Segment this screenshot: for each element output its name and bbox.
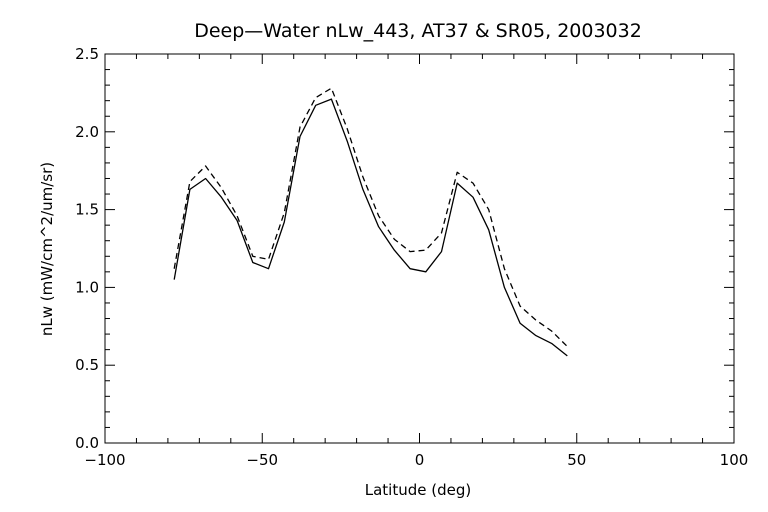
series-layer — [173, 87, 568, 357]
y-tick-label: 1.5 — [75, 201, 99, 219]
chart-title: Deep—Water nLw_443, AT37 & SR05, 2003032 — [194, 20, 642, 42]
y-tick-label: 0.0 — [75, 434, 99, 452]
x-tick-label: 0 — [415, 451, 425, 469]
y-tick-label: 2.5 — [75, 45, 99, 63]
y-tick-label: 0.5 — [75, 356, 99, 374]
y-tick-label: 1.0 — [75, 278, 99, 296]
x-axis-tick-labels: −100 −50 0 50 100 — [84, 451, 748, 469]
y-axis-ticks — [105, 53, 734, 444]
plot-frame — [104, 53, 735, 444]
series-line-solid — [173, 98, 568, 357]
x-tick-label: 50 — [567, 451, 586, 469]
y-axis-tick-labels: 0.0 0.5 1.0 1.5 2.0 2.5 — [75, 45, 99, 452]
series-line-dashed — [173, 87, 568, 347]
y-axis-label: nLw (mW/cm^2/um/sr) — [38, 162, 56, 336]
x-tick-label: −100 — [84, 451, 125, 469]
x-tick-label: 100 — [720, 451, 749, 469]
x-tick-label: −50 — [246, 451, 278, 469]
y-tick-label: 2.0 — [75, 123, 99, 141]
x-axis-ticks — [104, 54, 735, 443]
x-axis-label: Latitude (deg) — [365, 481, 471, 499]
